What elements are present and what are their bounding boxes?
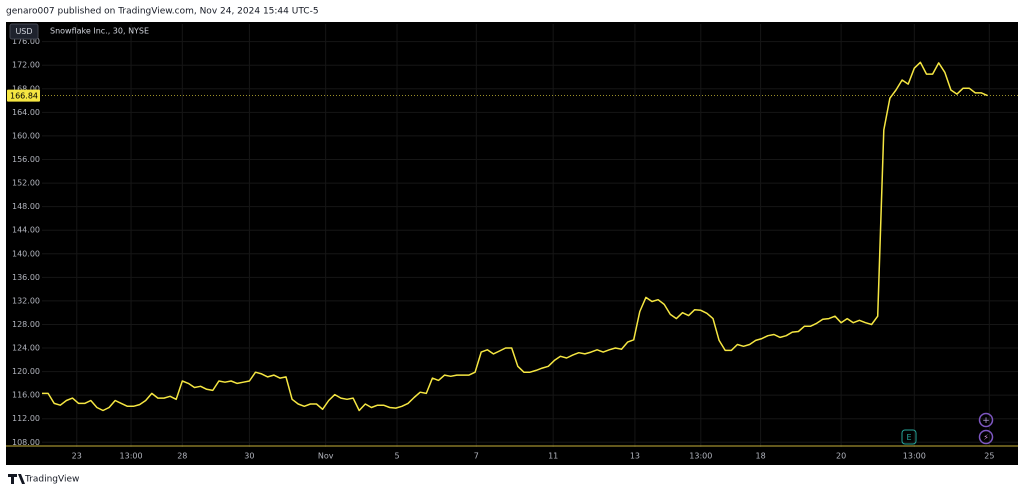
x-tick-label: 5	[394, 452, 399, 461]
y-tick-label: 124.00	[12, 344, 40, 353]
y-tick-label: 160.00	[12, 131, 40, 140]
x-tick-label: 13:00	[689, 452, 712, 461]
y-tick-label: 176.00	[12, 37, 40, 46]
y-tick-label: 144.00	[12, 226, 40, 235]
x-tick-label: Nov	[318, 452, 334, 461]
x-tick-label: 25	[984, 452, 994, 461]
y-tick-label: 132.00	[12, 296, 40, 305]
footer-brand: TradingView	[24, 475, 79, 485]
lightning-icon[interactable]	[978, 429, 994, 445]
add-icon[interactable]	[978, 412, 994, 428]
last-price-badge	[7, 89, 40, 102]
x-tick-label: 11	[548, 452, 558, 461]
currency-label[interactable]: USD	[15, 27, 32, 36]
y-tick-label: 156.00	[12, 155, 40, 164]
x-tick-label: 20	[836, 452, 846, 461]
x-tick-label: 13:00	[120, 452, 143, 461]
add-icon-glyph[interactable]: +	[982, 416, 990, 426]
publish-header: genaro007 published on TradingView.com, …	[6, 7, 319, 17]
y-tick-label: 116.00	[12, 391, 40, 400]
last-price-label: 166.84	[10, 92, 38, 101]
y-tick-label: 108.00	[12, 438, 40, 447]
tv-logo	[8, 474, 25, 484]
y-tick-label: 152.00	[12, 179, 40, 188]
y-tick-label: 168.00	[12, 84, 40, 93]
x-tick-label: 13:00	[903, 452, 926, 461]
plot	[42, 61, 1018, 412]
x-tick-label: 28	[177, 452, 187, 461]
earnings-icon[interactable]	[901, 429, 917, 445]
x-tick-label: 30	[244, 452, 254, 461]
x-tick-label: 7	[474, 452, 479, 461]
y-tick-label: 112.00	[12, 414, 40, 423]
y-tick-label: 164.00	[12, 108, 40, 117]
x-tick-label: 13	[630, 452, 640, 461]
y-tick-label: 128.00	[12, 320, 40, 329]
y-tick-label: 172.00	[12, 61, 40, 70]
x-tick-label: 18	[755, 452, 765, 461]
x-axis: 23 13:00 28 30 Nov 5 7 11 13 13:00 18 20 13:00 25	[72, 452, 995, 461]
earnings-icon-letter[interactable]: E	[906, 433, 911, 442]
chart-title: Snowflake Inc., 30, NYSE	[50, 27, 149, 36]
x-tick-label: 23	[72, 452, 82, 461]
y-tick-label: 136.00	[12, 273, 40, 282]
lightning-icon-glyph[interactable]: ⚡	[983, 433, 989, 442]
y-tick-label: 120.00	[12, 367, 40, 376]
price-line	[42, 61, 988, 412]
currency-button[interactable]	[9, 23, 39, 40]
y-tick-label: 140.00	[12, 249, 40, 258]
y-axis: 108.00 112.00 116.00 120.00 124.00 128.00 132.…	[12, 37, 40, 447]
grid	[42, 24, 1018, 447]
y-tick-label: 148.00	[12, 202, 40, 211]
